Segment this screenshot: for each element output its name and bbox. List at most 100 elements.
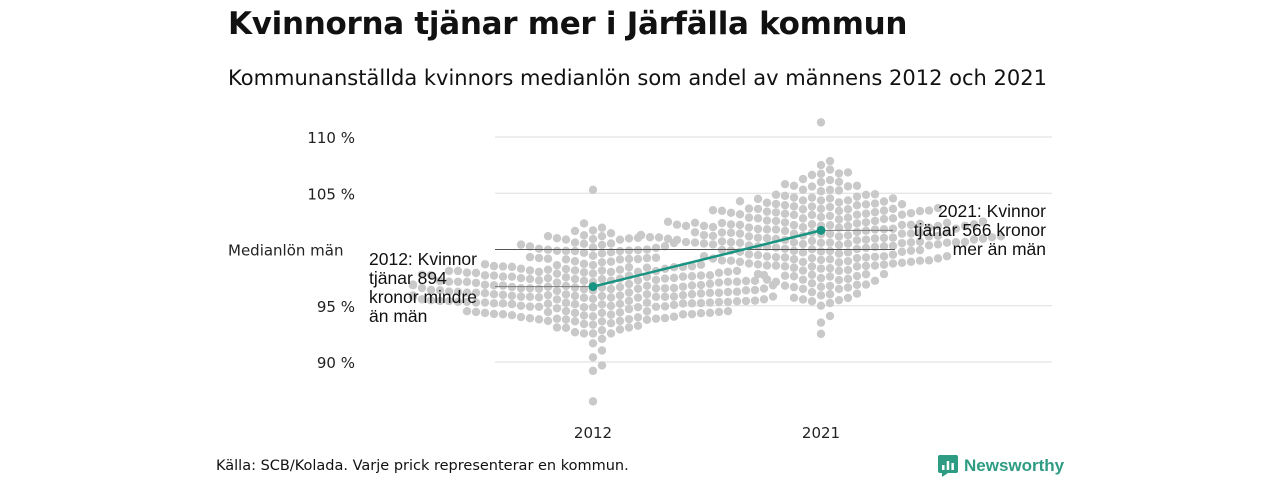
- swarm-dot: [687, 272, 697, 281]
- swarm-dot: [762, 216, 772, 225]
- swarm-dot: [642, 281, 652, 291]
- swarm-dot: [753, 250, 763, 260]
- swarm-dot: [681, 237, 691, 247]
- swarm-dot: [570, 266, 580, 275]
- swarm-dot: [606, 293, 616, 302]
- swarm-dot: [588, 312, 598, 321]
- swarm-dot: [762, 233, 772, 243]
- swarm-dot: [579, 239, 589, 248]
- swarm-dot: [606, 301, 616, 311]
- swarm-dot: [726, 220, 736, 229]
- swarm-dot: [843, 274, 853, 284]
- swarm-dot: [534, 315, 544, 324]
- swarm-dot: [597, 334, 607, 344]
- swarm-dot: [597, 317, 607, 326]
- swarm-dot: [852, 280, 862, 290]
- annotation-2012-text: kronor mindre: [369, 287, 477, 307]
- swarm-dot: [597, 231, 607, 241]
- chart-subtitle: Kommunanställda kvinnors medianlön som a…: [228, 66, 1047, 90]
- swarm-dot: [561, 290, 571, 299]
- swarm-dot: [879, 233, 889, 243]
- swarm-dot: [969, 235, 979, 244]
- swarm-dot: [471, 268, 481, 278]
- swarm-dot: [807, 262, 817, 271]
- swarm-dot: [606, 318, 616, 328]
- swarm-dot: [579, 303, 589, 312]
- swarm-dot: [498, 272, 508, 281]
- swarm-dot: [780, 218, 790, 227]
- source-note: Källa: SCB/Kolada. Varje prick represent…: [216, 458, 629, 474]
- swarm-dot: [771, 199, 781, 209]
- swarm-dot: [462, 288, 472, 297]
- annotation-2012-text: tjänar 894: [369, 268, 447, 288]
- swarm-dot: [498, 310, 508, 319]
- swarm-dot: [726, 208, 736, 218]
- swarm-dot: [678, 310, 688, 319]
- swarm-dot: [462, 277, 472, 287]
- swarm-dot: [870, 234, 880, 243]
- swarm-dot: [696, 271, 706, 280]
- swarm-dot: [771, 243, 781, 252]
- swarm-dot: [471, 288, 481, 297]
- swarm-dot: [897, 238, 907, 248]
- swarm-dot: [807, 210, 817, 220]
- swarm-dot: [960, 221, 970, 231]
- swarm-dot: [762, 275, 772, 284]
- swarm-dot: [435, 286, 445, 295]
- swarm-dot: [597, 274, 607, 284]
- swarm-dot: [681, 221, 691, 231]
- swarm-dot: [489, 309, 499, 319]
- swarm-dot: [645, 233, 655, 242]
- swarm-dot: [633, 254, 643, 264]
- swarm-dot: [762, 261, 772, 270]
- swarm-dot: [753, 224, 763, 234]
- swarm-dot: [417, 283, 427, 293]
- swarm-dot: [816, 196, 826, 205]
- swarm-dot: [861, 218, 871, 227]
- swarm-dot: [507, 311, 517, 320]
- swarm-dot: [516, 284, 526, 293]
- swarm-dot: [561, 246, 571, 256]
- swarm-dot: [798, 214, 808, 223]
- swarm-dot: [888, 250, 898, 259]
- swarm-dot: [624, 323, 634, 332]
- swarm-dot: [624, 314, 634, 324]
- swarm-dot: [762, 225, 772, 234]
- swarm-dot: [552, 323, 562, 332]
- swarm-dot: [597, 223, 607, 232]
- swarm-dot: [444, 277, 454, 286]
- swarm-dot: [489, 271, 499, 280]
- swarm-dot: [906, 238, 916, 247]
- swarm-dot: [435, 296, 445, 306]
- swarm-dot: [852, 253, 862, 263]
- swarm-dot: [543, 316, 553, 326]
- swarm-dot: [561, 273, 571, 282]
- swarm-dot: [525, 302, 535, 311]
- swarm-dot: [633, 303, 643, 312]
- swarm-dot: [825, 281, 835, 291]
- swarm-dot: [636, 230, 646, 240]
- swarm-dot: [588, 260, 598, 270]
- swarm-dot: [762, 252, 772, 261]
- swarm-dot: [663, 234, 673, 244]
- swarm-dot: [735, 197, 745, 206]
- swarm-dot: [906, 229, 916, 238]
- swarm-dot: [924, 232, 934, 241]
- swarm-dot: [741, 296, 751, 306]
- swarm-dot: [834, 198, 844, 207]
- swarm-dot: [663, 217, 673, 226]
- swarm-dot: [471, 307, 481, 317]
- swarm-dot: [633, 245, 643, 255]
- swarm-dot: [690, 228, 700, 237]
- chart-title: Kvinnorna tjänar mer i Järfälla kommun: [228, 6, 908, 42]
- swarm-dot: [861, 253, 871, 262]
- swarm-dot: [915, 245, 925, 255]
- swarm-dot: [789, 255, 799, 264]
- swarm-dot: [651, 302, 661, 312]
- swarm-dot: [660, 274, 670, 283]
- swarm-dot: [588, 397, 598, 406]
- swarm-dot: [588, 320, 598, 329]
- swarm-dot: [780, 191, 790, 201]
- swarm-dot: [579, 311, 589, 320]
- swarm-dot: [978, 234, 988, 243]
